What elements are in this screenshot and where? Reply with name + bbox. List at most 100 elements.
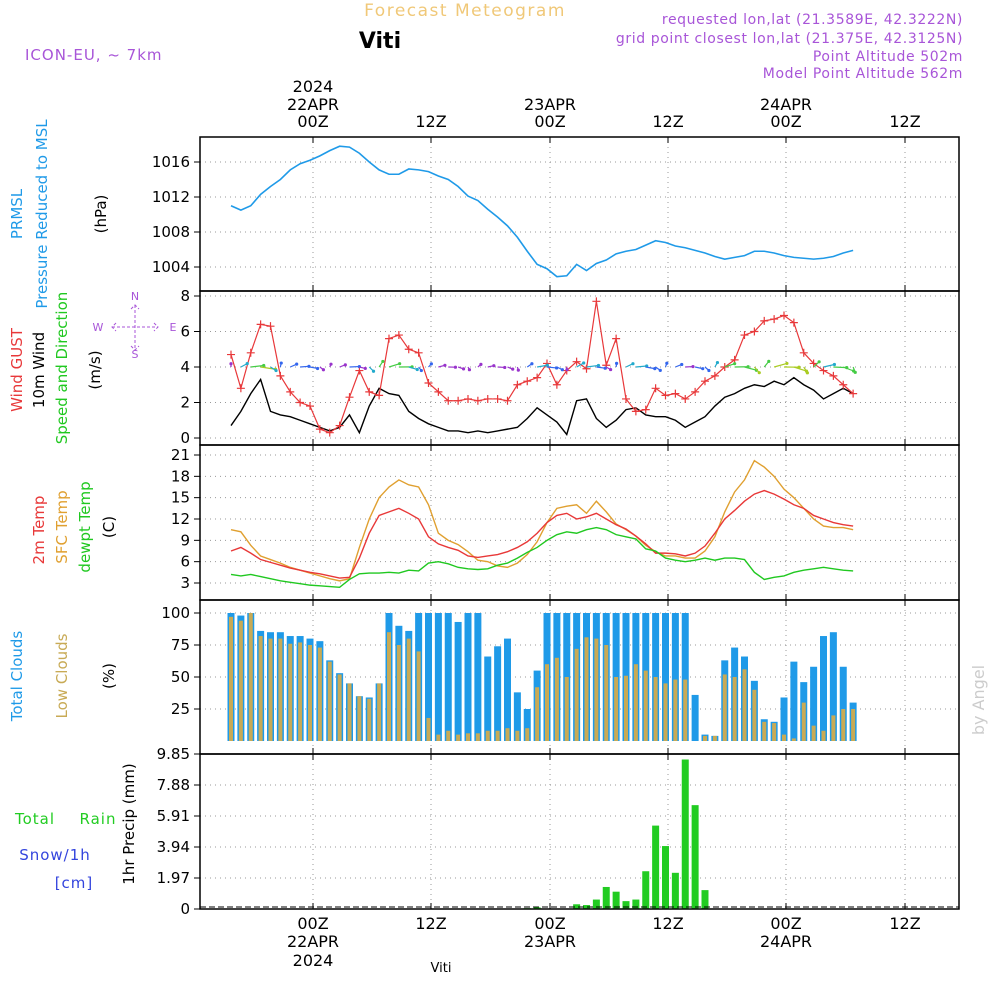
wind-arrow-head — [707, 368, 711, 373]
wind-arrow-head — [603, 366, 607, 370]
precip-unit-label: 1hr Precip (mm) — [120, 763, 138, 884]
gust-marker — [434, 387, 443, 396]
gust-marker — [572, 357, 581, 366]
wind-arrow-head — [715, 360, 720, 365]
gust-marker — [839, 380, 848, 389]
compass-s: S — [132, 348, 139, 361]
rain-bar — [671, 872, 679, 909]
rain-bar — [583, 905, 590, 909]
total-cloud-bar — [820, 636, 827, 741]
gust-marker — [710, 371, 719, 380]
low-cloud-bar — [663, 683, 668, 741]
y-tick-label: 3 — [180, 574, 190, 592]
rain-bar — [533, 907, 541, 909]
low-cloud-bar — [278, 638, 283, 741]
gust-marker — [306, 402, 314, 411]
panel-border — [199, 136, 960, 292]
footer-location: Viti — [431, 961, 452, 976]
wind-arrow-head — [733, 362, 737, 366]
gust-marker — [444, 396, 453, 405]
low-cloud-bar — [515, 730, 520, 741]
low-cloud-bar — [456, 734, 461, 741]
top-year-label: 2024 — [293, 77, 334, 96]
top-time-tick: 12Z — [415, 112, 446, 131]
low-cloud-bar — [416, 651, 421, 741]
gust-marker — [582, 364, 591, 373]
sfc-temp-line — [230, 459, 854, 582]
low-cloud-bar — [248, 613, 253, 741]
y-tick-label: 9 — [180, 531, 190, 549]
wind-arrow-head — [511, 367, 515, 371]
low-cloud-bar — [564, 677, 569, 741]
rain-bar — [632, 899, 640, 909]
low-cloud-bar — [851, 709, 856, 741]
wind-direction-arrow — [823, 363, 835, 368]
top-time-tick: 12Z — [652, 112, 683, 131]
top-date-label: 23APR — [524, 95, 576, 114]
low-cloud-bar — [752, 689, 757, 741]
low-cloud-bar — [722, 674, 727, 741]
gust-marker — [661, 391, 670, 400]
low-cloud-bar — [811, 725, 816, 741]
bottom-time-tick: 12Z — [652, 914, 683, 933]
total-label: Total — [14, 810, 55, 828]
top-date-label: 22APR — [287, 95, 339, 114]
pressure-desc-label: Pressure Reduced to MSL — [33, 119, 51, 309]
gust-marker — [592, 297, 601, 306]
wind-arrow-head — [609, 367, 613, 372]
wind-arrow-head — [329, 362, 333, 366]
y-tick-label: 15 — [171, 489, 190, 507]
gust-marker — [236, 384, 245, 393]
total-cloud-bar — [780, 697, 788, 741]
model-altitude: Model Point Altitude 562m — [763, 66, 963, 82]
rain-bar — [602, 886, 610, 909]
compass-e: E — [170, 321, 177, 334]
gust-marker — [523, 377, 532, 386]
low-cloud-bar — [821, 730, 826, 741]
y-tick-label: 7.88 — [157, 776, 190, 794]
gust-marker — [552, 380, 561, 389]
total-cloud-bar — [513, 692, 521, 741]
wind-arrow-head — [274, 368, 278, 373]
wind-direction-arrow — [724, 363, 735, 368]
low-cloud-bar — [594, 638, 599, 741]
low-cloud-bar — [436, 734, 441, 741]
y-tick-label: 5.91 — [157, 807, 190, 825]
wind-arrow-head — [658, 368, 662, 372]
gust-marker — [256, 320, 265, 329]
gust-marker — [829, 371, 838, 380]
wind-arrow-head — [785, 361, 789, 366]
low-cloud-bar — [367, 698, 372, 741]
wind-arrow-head — [479, 362, 483, 366]
watermark: by Angel — [969, 665, 988, 735]
low-cloud-bar — [653, 677, 658, 741]
low-cloud-bar — [475, 733, 480, 741]
y-tick-label: 18 — [171, 467, 190, 485]
wind-arrow-head — [853, 370, 857, 374]
low-cloud-bar — [258, 636, 263, 741]
wind-arrow-head — [279, 361, 283, 365]
gust-marker — [315, 425, 324, 434]
wind-speed-line — [230, 376, 854, 436]
wind-direction-arrow — [250, 364, 264, 368]
bottom-time-tick: 12Z — [889, 914, 920, 933]
snow-unit-label: [cm] — [55, 874, 94, 892]
y-tick-label: 1008 — [152, 223, 190, 241]
low-cloud-bar — [831, 715, 836, 741]
gust-marker — [849, 389, 858, 398]
wind-arrow-head — [560, 368, 564, 372]
gust-marker — [691, 387, 700, 396]
wind-arrow-head — [343, 363, 347, 367]
snow-label: Snow/1h — [19, 846, 91, 864]
low-cloud-bar — [554, 657, 559, 741]
prmsl-label: PRMSL — [8, 188, 26, 239]
wind-arrow-head — [680, 362, 684, 367]
y-tick-label: 25 — [171, 700, 190, 718]
low-cloud-bar — [396, 645, 401, 741]
y-tick-label: 1.97 — [157, 869, 190, 887]
wind-direction-arrow — [793, 366, 807, 372]
low-cloud-bar — [308, 645, 312, 741]
y-tick-label: 6 — [180, 323, 190, 341]
total-cloud-bar — [484, 656, 492, 741]
low-cloud-bar — [772, 723, 777, 741]
